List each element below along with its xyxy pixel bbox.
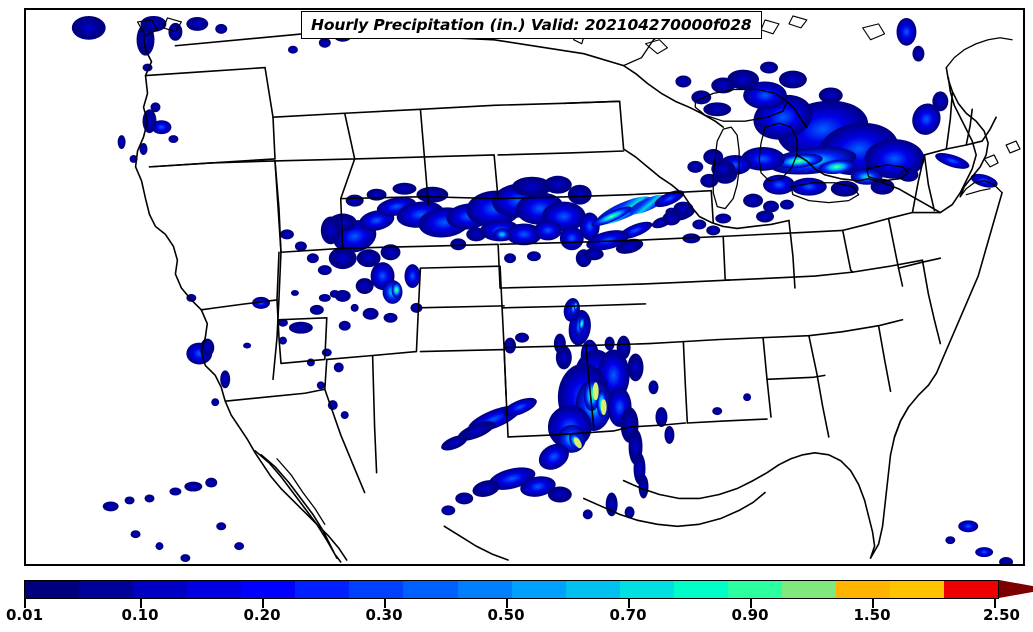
colorbar-segment-12 xyxy=(673,581,728,598)
plot-title: Hourly Precipitation (in.) Valid: 202104… xyxy=(311,16,752,34)
colorbar-tick-label-4: 0.50 xyxy=(487,606,525,624)
colorbar-tick-label-5: 0.70 xyxy=(609,606,647,624)
colorbar-tick-5 xyxy=(628,599,630,608)
colorbar-segment-2 xyxy=(133,581,188,598)
canada-border xyxy=(174,31,625,67)
colorbar-tick-3 xyxy=(384,599,386,608)
colorbar-segment-14 xyxy=(781,581,836,598)
map-panel xyxy=(24,8,1025,566)
precip-region-great-lakes xyxy=(675,17,998,213)
colorbar-segment-7 xyxy=(403,581,458,598)
colorbar-tick-label-0: 0.01 xyxy=(6,606,44,624)
colorbar-tick-2 xyxy=(262,599,264,608)
colorbar-tick-label-8: 2.50 xyxy=(982,606,1020,624)
colorbar-segment-6 xyxy=(349,581,404,598)
colorbar-segment-17 xyxy=(944,581,999,598)
colorbar-segment-8 xyxy=(457,581,512,598)
lake-michigan xyxy=(712,126,740,210)
precip-region-southwest xyxy=(186,289,359,420)
precip-region-iowa-streaks xyxy=(583,190,721,261)
colorbar-tick-label-1: 0.10 xyxy=(121,606,159,624)
colorbar-segment-9 xyxy=(511,581,566,598)
colorbar-extend-arrow xyxy=(999,580,1033,598)
map-canvas xyxy=(71,15,1021,564)
colorbar-tick-label-6: 0.90 xyxy=(731,606,769,624)
colorbar-segment-11 xyxy=(619,581,674,598)
lake-huron xyxy=(758,122,798,182)
florida-east-coast xyxy=(869,384,930,559)
colorbar-segment-4 xyxy=(241,581,296,598)
colorbar-tick-7 xyxy=(872,599,874,608)
precipitation-field xyxy=(71,15,1014,564)
colorbar-segment-15 xyxy=(835,581,890,598)
colorbar-tick-label-2: 0.20 xyxy=(243,606,281,624)
colorbar-tick-label-3: 0.30 xyxy=(365,606,403,624)
colorbar-tick-0 xyxy=(24,599,26,608)
colorbar-segment-1 xyxy=(79,581,134,598)
colorbar-tick-6 xyxy=(750,599,752,608)
gulf-coast xyxy=(622,452,876,559)
precip-region-northeast-coast xyxy=(945,520,1014,564)
colorbar-tick-labels: 0.01 0.10 0.20 0.30 0.50 0.70 0.90 1.50 2.50 xyxy=(0,606,1033,630)
colorbar-tick-label-7: 1.50 xyxy=(853,606,891,624)
lake-erie xyxy=(790,182,860,204)
precip-region-northern-plains xyxy=(450,175,600,268)
precip-region-arklatex xyxy=(504,298,675,499)
precip-region-southeast xyxy=(712,393,752,416)
colorbar-tick-8 xyxy=(994,599,996,608)
colorbar xyxy=(24,580,1033,599)
precip-region-baja-offshore xyxy=(102,477,245,563)
baja-peninsula xyxy=(254,450,342,563)
colorbar-tick-1 xyxy=(140,599,142,608)
mexico-gulf-coast xyxy=(443,491,766,561)
colorbar-segment-13 xyxy=(727,581,782,598)
colorbar-ticks xyxy=(24,599,1025,608)
precip-region-texas-gulf xyxy=(441,397,635,520)
precip-region-central-rockies xyxy=(279,182,491,331)
precip-region-ohio-valley xyxy=(662,211,732,230)
map-geography xyxy=(134,15,1021,563)
colorbar-segment-10 xyxy=(565,581,620,598)
colorbar-segment-16 xyxy=(890,581,945,598)
plot-title-box: Hourly Precipitation (in.) Valid: 202104… xyxy=(301,11,762,39)
colorbar-segment-5 xyxy=(295,581,350,598)
colorbar-segment-3 xyxy=(187,581,242,598)
colorbar-tick-4 xyxy=(506,599,508,608)
colorbar-gradient xyxy=(24,580,999,599)
lake-ontario xyxy=(865,164,910,182)
new-england-coast xyxy=(945,66,989,198)
colorbar-segment-0 xyxy=(25,581,80,598)
atlantic-coast xyxy=(927,191,1003,387)
